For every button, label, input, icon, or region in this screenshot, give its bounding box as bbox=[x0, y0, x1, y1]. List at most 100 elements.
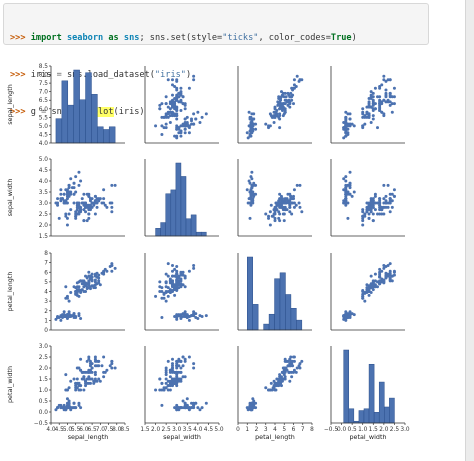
scatter-point bbox=[164, 370, 168, 374]
scatter-point bbox=[348, 112, 352, 116]
x-axis-label: sepal_width bbox=[163, 433, 201, 441]
scatter-point bbox=[87, 375, 91, 379]
scatter-point bbox=[70, 186, 74, 190]
scatter-point bbox=[170, 264, 174, 268]
scatter-point bbox=[56, 203, 60, 207]
scatter-point bbox=[248, 115, 252, 119]
scatter-point bbox=[249, 201, 253, 205]
scatter-point bbox=[348, 192, 352, 196]
scatter-point bbox=[74, 212, 78, 216]
scatter-point bbox=[56, 197, 60, 201]
scatter-point bbox=[300, 359, 304, 363]
string-literal: "iris" bbox=[154, 70, 186, 81]
scatter-point bbox=[384, 88, 388, 92]
scatter-point bbox=[93, 364, 97, 368]
scatter-point bbox=[179, 131, 183, 135]
y-tick-label: 5.5 bbox=[39, 115, 49, 121]
scatter-point bbox=[361, 223, 365, 227]
scatter-point bbox=[179, 366, 183, 370]
code-text: g bbox=[30, 107, 42, 118]
scatter-point bbox=[183, 117, 187, 121]
string-literal: "ticks" bbox=[222, 32, 259, 43]
scatter-point bbox=[170, 377, 174, 381]
code-cell[interactable]: >>> import seaborn as sns; sns.set(style… bbox=[3, 3, 429, 118]
scatter-point bbox=[392, 273, 396, 277]
scatter-point bbox=[348, 310, 352, 314]
scatter-point bbox=[170, 362, 174, 366]
scatter-point bbox=[254, 192, 258, 196]
scatter-point bbox=[64, 214, 68, 218]
scatter-point bbox=[95, 197, 99, 201]
y-tick-label: −0.5 bbox=[34, 421, 48, 427]
scatter-point bbox=[164, 299, 168, 303]
y-tick-label: 4.5 bbox=[39, 132, 49, 138]
scatter-point bbox=[59, 318, 63, 322]
scatter-point bbox=[175, 279, 179, 283]
scatter-point bbox=[284, 366, 288, 370]
scatter-point bbox=[87, 216, 91, 220]
scatter-point bbox=[196, 110, 200, 114]
scatter-point bbox=[384, 201, 388, 205]
scatter-point bbox=[113, 183, 117, 187]
y-tick-label: 0.5 bbox=[39, 399, 49, 405]
histogram-bar bbox=[279, 272, 286, 331]
window-scrollbar[interactable] bbox=[465, 0, 474, 461]
scatter-point bbox=[160, 388, 164, 392]
scatter-point bbox=[164, 381, 168, 385]
scatter-point bbox=[388, 192, 392, 196]
scatter-point bbox=[166, 359, 170, 363]
histogram-bar bbox=[290, 308, 297, 331]
scatter-point bbox=[367, 212, 371, 216]
scatter-point bbox=[270, 388, 274, 392]
scatter-point bbox=[292, 102, 295, 106]
scatter-point bbox=[248, 134, 252, 138]
scatter-point bbox=[346, 127, 350, 131]
scatter-point bbox=[289, 95, 293, 99]
scatter-point bbox=[369, 208, 373, 212]
scatter-point bbox=[376, 95, 380, 99]
scatter-point bbox=[95, 205, 99, 209]
scatter-point bbox=[200, 406, 204, 410]
y-tick-label: 8 bbox=[44, 251, 48, 257]
scatter-point bbox=[59, 406, 63, 410]
scatter-point bbox=[85, 287, 89, 291]
scatter-point bbox=[294, 203, 298, 207]
operator: = bbox=[56, 70, 62, 81]
scatter-point bbox=[69, 379, 73, 383]
scatter-point bbox=[88, 199, 92, 203]
scatter-point bbox=[190, 122, 194, 126]
scatter-point bbox=[382, 212, 386, 216]
scatter-point bbox=[88, 364, 92, 368]
scatter-point bbox=[187, 269, 191, 273]
scatter-point bbox=[386, 205, 390, 209]
scatter-point bbox=[382, 114, 386, 118]
scatter-point bbox=[373, 102, 377, 106]
scatter-point bbox=[376, 212, 380, 216]
scatter-point bbox=[367, 201, 371, 205]
scatter-point bbox=[274, 205, 278, 209]
scatter-point bbox=[93, 212, 97, 216]
scatter-point bbox=[373, 285, 377, 289]
y-axis-label: petal_width bbox=[6, 366, 14, 403]
scatter-point bbox=[175, 272, 179, 276]
scatter-point bbox=[166, 105, 170, 109]
scatter-point bbox=[87, 270, 91, 274]
prompt-marker: >>> bbox=[10, 32, 26, 43]
scatter-point bbox=[154, 124, 158, 128]
scatter-point bbox=[288, 199, 292, 203]
scatter-point bbox=[367, 205, 371, 209]
scatter-point bbox=[65, 406, 69, 410]
scatter-point bbox=[85, 219, 89, 223]
scatter-point bbox=[82, 388, 86, 392]
scatter-point bbox=[65, 388, 69, 392]
scatter-point bbox=[264, 212, 268, 216]
scatter-point bbox=[177, 408, 181, 412]
scatter-point bbox=[371, 107, 375, 111]
scatter-point bbox=[80, 279, 84, 283]
scatter-point bbox=[348, 170, 352, 174]
scatter-point bbox=[283, 205, 287, 209]
scatter-point bbox=[371, 197, 375, 201]
scatter-point bbox=[300, 210, 304, 214]
scatter-point bbox=[367, 208, 371, 212]
scatter-point bbox=[93, 273, 97, 277]
